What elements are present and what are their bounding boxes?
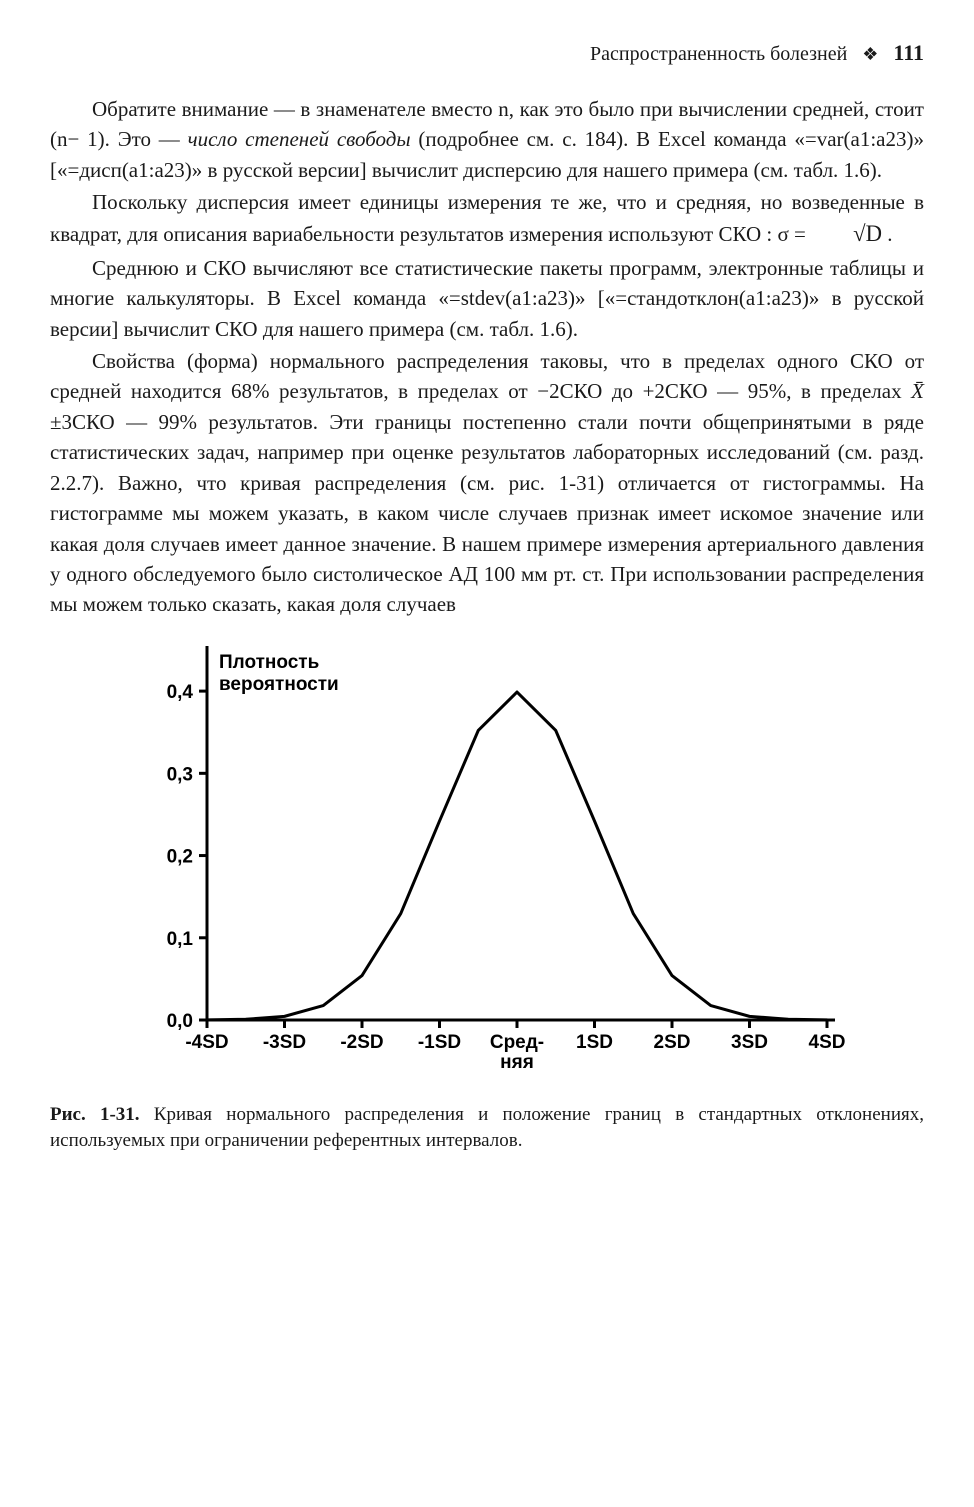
- paragraph-2: Поскольку дисперсия имеет единицы измере…: [50, 187, 924, 250]
- sqrt-d: √D: [811, 218, 882, 251]
- p4-xbar: X̄: [911, 379, 924, 403]
- caption-lead: Рис. 1-31.: [50, 1104, 140, 1125]
- diamond-icon: ❖: [862, 44, 878, 65]
- svg-text:1SD: 1SD: [576, 1032, 613, 1053]
- figure-caption: Рис. 1-31. Кривая нормального распределе…: [50, 1102, 924, 1153]
- svg-text:-3SD: -3SD: [263, 1032, 306, 1053]
- p4-text-b: ±3СКО — 99% результатов. Эти границы пос…: [50, 410, 924, 617]
- svg-text:3SD: 3SD: [731, 1032, 768, 1053]
- svg-text:2SD: 2SD: [654, 1032, 691, 1053]
- svg-text:вероятности: вероятности: [219, 674, 339, 695]
- svg-text:няя: няя: [500, 1052, 534, 1073]
- page-number: 111: [893, 40, 924, 65]
- svg-text:-1SD: -1SD: [418, 1032, 461, 1053]
- header-title: Распространенность болезней: [590, 43, 847, 65]
- paragraph-4: Свойства (форма) нормального распределен…: [50, 346, 924, 620]
- svg-text:0,2: 0,2: [167, 846, 193, 867]
- svg-text:0,1: 0,1: [167, 929, 194, 950]
- paragraph-3: Среднюю и СКО вычисляют все статистическ…: [50, 253, 924, 344]
- svg-text:0,0: 0,0: [167, 1011, 193, 1032]
- p1-italic: число степеней свободы: [188, 127, 411, 151]
- p2-text-b: .: [882, 222, 893, 246]
- page-header: Распространенность болезней ❖ 111: [50, 40, 924, 66]
- svg-text:0,3: 0,3: [167, 764, 193, 785]
- svg-text:Плотность: Плотность: [219, 652, 319, 673]
- svg-text:Сред-: Сред-: [490, 1032, 544, 1053]
- p2-text-a: Поскольку дисперсия имеет единицы измере…: [50, 190, 924, 245]
- svg-text:-4SD: -4SD: [185, 1032, 228, 1053]
- caption-text: Кривая нормального распределения и полож…: [50, 1104, 924, 1151]
- svg-text:-2SD: -2SD: [340, 1032, 383, 1053]
- svg-text:4SD: 4SD: [809, 1032, 846, 1053]
- normal-distribution-chart: 0,4 0,3 0,2 0,1 0,0 Плотностьвероятности -4SD -…: [127, 640, 847, 1090]
- svg-text:0,4: 0,4: [167, 682, 194, 703]
- p4-text-a: Свойства (форма) нормального распределен…: [50, 349, 924, 403]
- chart-svg: 0,4 0,3 0,2 0,1 0,0 Плотностьвероятности -4SD -…: [127, 640, 847, 1090]
- paragraph-1: Обратите внимание — в знаменателе вместо…: [50, 94, 924, 185]
